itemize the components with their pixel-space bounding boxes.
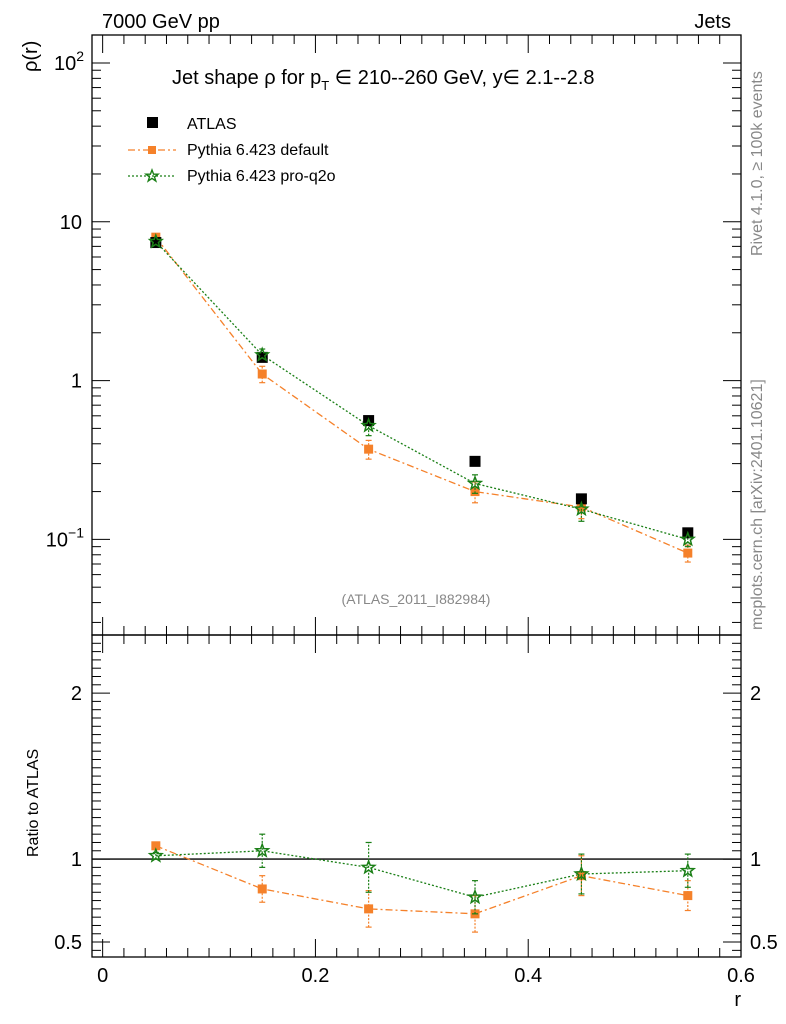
- legend-label-atlas: ATLAS: [187, 116, 237, 133]
- default-ratio-point: [151, 841, 161, 851]
- default-ratio-line: [155, 845, 688, 915]
- proq2o-ratio-line: [155, 850, 688, 898]
- ratio-ytick-label-left: 2: [71, 683, 82, 705]
- ratio-ytick-label-left: 1: [71, 849, 82, 871]
- rivet-label: Rivet 4.1.0, ≥ 100k events: [749, 71, 766, 256]
- ratio-xlabel: r: [734, 989, 741, 1011]
- main-ytick-label: 102: [54, 48, 84, 75]
- legend-marker-default: [148, 146, 156, 154]
- legend-label-default: Pythia 6.423 default: [187, 142, 329, 159]
- default-ratio-point: [683, 891, 693, 901]
- main-ytick-label: 10: [60, 212, 82, 234]
- proq2o-data-point: [466, 474, 484, 491]
- main-ytick-label: 10−1: [46, 524, 84, 551]
- atlas-data-point: [575, 493, 587, 505]
- default-data-point: [364, 444, 374, 454]
- proq2o-ratio-point: [679, 862, 697, 878]
- default-data-point: [683, 548, 693, 558]
- proq2o-ratio-point: [466, 888, 484, 905]
- proq2o-data-point: [679, 530, 697, 547]
- ratio-ytick-label-right: 0.5: [750, 932, 778, 954]
- header-left: 7000 GeV pp: [102, 11, 220, 33]
- main-ylabel: ρ(r): [20, 41, 42, 72]
- proq2o-ratio-point: [147, 847, 165, 863]
- ratio-ytick-label-left: 0.5: [54, 932, 82, 954]
- default-ratio-point: [364, 904, 374, 914]
- site-label: mcplots.cern.ch [arXiv:2401.10621]: [749, 379, 766, 630]
- analysis-watermark: (ATLAS_2011_I882984): [342, 591, 491, 607]
- proq2o-data-point: [360, 417, 377, 433]
- header-right: Jets: [694, 11, 731, 33]
- main-ytick-label: 1: [71, 371, 82, 393]
- ratio-xtick-label: 0.6: [727, 965, 755, 987]
- atlas-data-point: [469, 455, 481, 467]
- proq2o-data-point: [147, 232, 165, 249]
- proq2o-series-line: [155, 241, 688, 541]
- ratio-xtick-label: 0.4: [514, 965, 542, 987]
- legend-label-proq2o: Pythia 6.423 pro-q2o: [187, 168, 336, 185]
- atlas-data-point: [150, 237, 162, 249]
- ratio-plot-marks: [92, 833, 741, 933]
- chart-title: Jet shape ρ for pT ∈ 210--260 GeV, y∈ 2.…: [172, 67, 595, 93]
- legend-marker-atlas: [147, 117, 158, 128]
- proq2o-ratio-point: [253, 842, 271, 858]
- ratio-ytick-label-right: 2: [750, 683, 761, 705]
- default-series-line: [155, 236, 689, 554]
- default-ratio-point: [257, 884, 267, 894]
- ratio-ytick-label-right: 1: [750, 849, 761, 871]
- ratio-ylabel: Ratio to ATLAS: [25, 749, 42, 857]
- legend: ATLAS Pythia 6.423 default Pythia 6.423 …: [128, 116, 336, 185]
- proq2o-ratio-point: [360, 858, 377, 875]
- legend-marker-proq2o: [143, 168, 161, 183]
- ratio-xtick-label: 0.2: [302, 965, 330, 987]
- ratio-plot-frame: [91, 634, 742, 958]
- main-axis-ticks: 10−1 1 10 102: [46, 35, 742, 635]
- main-plot-marks: [147, 232, 697, 563]
- ratio-xtick-label: 0: [97, 965, 108, 987]
- proq2o-data-point: [253, 346, 271, 362]
- proq2o-data-point: [573, 500, 590, 517]
- proq2o-ratio-point: [573, 865, 590, 882]
- default-data-point: [257, 369, 267, 379]
- ratio-axis-ticks: 0 0.2 0.4 0.6 0.5 0.5 1 1 2 2: [54, 634, 778, 987]
